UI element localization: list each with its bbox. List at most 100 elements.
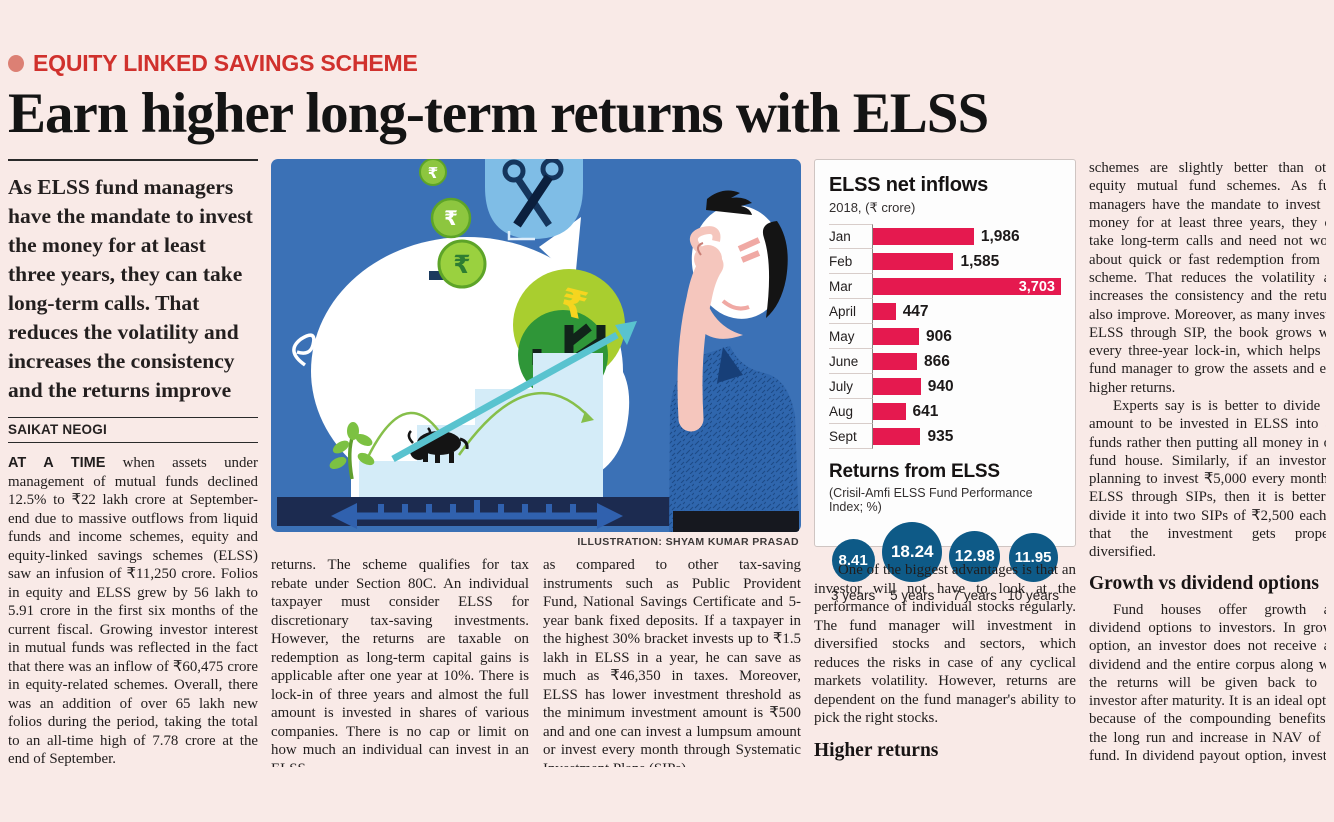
paragraph: AT A TIME when assets under management o… xyxy=(8,454,258,767)
staircase-icon xyxy=(359,353,603,498)
bar-track: 1,986 xyxy=(873,224,1061,249)
returns-circles: 8.41 3 years 18.24 5 years 12.98 7 years 11.95… xyxy=(829,520,1061,603)
man-scratching-head-icon xyxy=(669,190,799,533)
bar-category-label: Feb xyxy=(829,249,873,275)
bar-track: 940 xyxy=(873,374,1061,399)
column-2: returns. The scheme qualifies for tax re… xyxy=(271,556,529,767)
paragraph: Fund houses offer growth and dividend op… xyxy=(1089,601,1326,767)
bar-value-label: 641 xyxy=(912,402,939,420)
paragraph: Experts say is is better to divide the a… xyxy=(1089,397,1326,561)
bar-rows: Jan 1,986 Feb 1,585 Mar 3,703 April 447 May 906 Ju… xyxy=(829,224,1061,450)
bar-value-label: 940 xyxy=(927,377,954,395)
returns-period-label: 5 years xyxy=(890,588,935,604)
chart-subtitle: 2018, (₹ crore) xyxy=(829,200,916,216)
bar-row: Mar 3,703 xyxy=(829,274,1061,300)
bar xyxy=(873,428,921,446)
bar-row: Sept 935 xyxy=(829,424,1061,450)
column-middle: ₹ ₹ ₹ xyxy=(271,159,801,767)
elss-inflows-chart-panel: ELSS net inflows 2018, (₹ crore) Jan 1,98… xyxy=(814,159,1076,603)
bar-value-label: 1,986 xyxy=(980,227,1020,245)
byline: SAIKAT NEOGI xyxy=(8,417,258,444)
bar-track: 447 xyxy=(873,299,1061,324)
bar-value-label: 866 xyxy=(923,352,950,370)
newspaper-page: EQUITY LINKED SAVINGS SCHEME Earn higher… xyxy=(0,50,1334,767)
illustration-graphic: ₹ ₹ ₹ xyxy=(271,159,801,533)
bar-track: 641 xyxy=(873,399,1061,424)
returns-value-circle: 11.95 xyxy=(1008,533,1058,583)
growth-arrow-icon xyxy=(391,321,637,463)
bar xyxy=(873,228,974,246)
column-4: ELSS net inflows 2018, (₹ crore) Jan 1,98… xyxy=(814,159,1076,767)
returns-circle-item: 12.98 7 years xyxy=(949,531,1001,604)
returns-circle-item: 11.95 10 years xyxy=(1007,533,1059,603)
headline: Earn higher long-term returns with ELSS xyxy=(8,82,989,145)
returns-period-label: 7 years xyxy=(952,588,997,604)
bar-value-label: 1,585 xyxy=(960,252,1000,270)
returns-period-label: 10 years xyxy=(1007,588,1059,604)
paragraph: returns. The scheme qualifies for tax re… xyxy=(271,557,529,767)
bar-track: 935 xyxy=(873,424,1061,449)
bar-row: Feb 1,585 xyxy=(829,249,1061,275)
bar xyxy=(873,253,954,271)
rupee-coins-icon: ₹ ₹ ₹ xyxy=(419,159,487,289)
scissors-icon xyxy=(485,159,583,241)
bar-category-label: Jan xyxy=(829,224,873,250)
lead-in: AT A TIME xyxy=(8,455,106,472)
bar-track: 866 xyxy=(873,349,1061,374)
bar-track: 3,703 xyxy=(873,274,1061,299)
illustration-caption: ILLUSTRATION: SHYAM KUMAR PRASAD xyxy=(577,536,799,549)
returns-circle-item: 18.24 5 years xyxy=(882,522,943,604)
returns-period-label: 3 years xyxy=(831,588,876,604)
bar-category-label: Mar xyxy=(829,274,873,300)
illustration: ₹ ₹ ₹ xyxy=(271,159,801,533)
bar-row: May 906 xyxy=(829,324,1061,350)
bar-category-label: April xyxy=(829,299,873,325)
bar xyxy=(873,353,917,371)
svg-text:₹: ₹ xyxy=(428,164,438,182)
bar xyxy=(873,303,896,321)
kicker: EQUITY LINKED SAVINGS SCHEME xyxy=(8,50,1326,77)
bar-category-label: July xyxy=(829,374,873,400)
paragraph: One of the biggest advantages is that an… xyxy=(814,562,1076,727)
returns-title: Returns from ELSS xyxy=(829,461,1000,483)
bar-value-label: 935 xyxy=(927,427,954,445)
bar-track: 906 xyxy=(873,324,1061,349)
bar-row: June 866 xyxy=(829,349,1061,375)
mid-text-columns: returns. The scheme qualifies for tax re… xyxy=(271,556,801,767)
bar-row: Aug 641 xyxy=(829,399,1061,425)
section-heading-growth-vs-dividend: Growth vs dividend options xyxy=(1089,572,1319,594)
bar-category-label: May xyxy=(829,324,873,350)
bar-category-label: Aug xyxy=(829,399,873,425)
bar xyxy=(873,403,906,421)
bar-category-label: Sept xyxy=(829,424,873,450)
bar-value-label: 447 xyxy=(902,302,929,320)
bar xyxy=(873,378,921,396)
bar-row: July 940 xyxy=(829,374,1061,400)
section-heading-higher-returns: Higher returns xyxy=(814,739,939,761)
kicker-bullet-icon xyxy=(8,55,24,72)
chart-title: ELSS net inflows xyxy=(829,174,989,197)
paragraph: schemes are slightly better than other e… xyxy=(1089,160,1326,396)
returns-value-circle: 18.24 xyxy=(882,522,943,583)
bar-value-label: 3,703 xyxy=(1018,278,1055,295)
bar-track: 1,585 xyxy=(873,249,1061,274)
column-1: As ELSS fund managers have the mandate t… xyxy=(8,159,258,767)
kicker-label: EQUITY LINKED SAVINGS SCHEME xyxy=(33,50,418,76)
returns-value-circle: 8.41 xyxy=(831,539,875,583)
column-5: schemes are slightly better than other e… xyxy=(1089,159,1326,767)
returns-value-circle: 12.98 xyxy=(949,531,1001,583)
returns-circle-item: 8.41 3 years xyxy=(831,539,875,603)
bar-value-label: 906 xyxy=(925,327,952,345)
bar-row: Jan 1,986 xyxy=(829,224,1061,250)
svg-text:₹: ₹ xyxy=(453,250,470,279)
bar: 3,703 xyxy=(873,278,1061,296)
bar-row: April 447 xyxy=(829,299,1061,325)
bar-category-label: June xyxy=(829,349,873,375)
returns-subtitle: (Crisil-Amfi ELSS Fund Performance Index… xyxy=(829,486,1033,515)
bar xyxy=(873,328,919,346)
paragraph-text: when assets under management of mutual f… xyxy=(8,455,258,768)
pig-tail-icon xyxy=(292,333,316,367)
paragraph: as compared to other tax-saving instrume… xyxy=(543,557,801,767)
column-3: as compared to other tax-saving instrume… xyxy=(543,556,801,767)
intro-standfirst: As ELSS fund managers have the mandate t… xyxy=(8,159,258,405)
